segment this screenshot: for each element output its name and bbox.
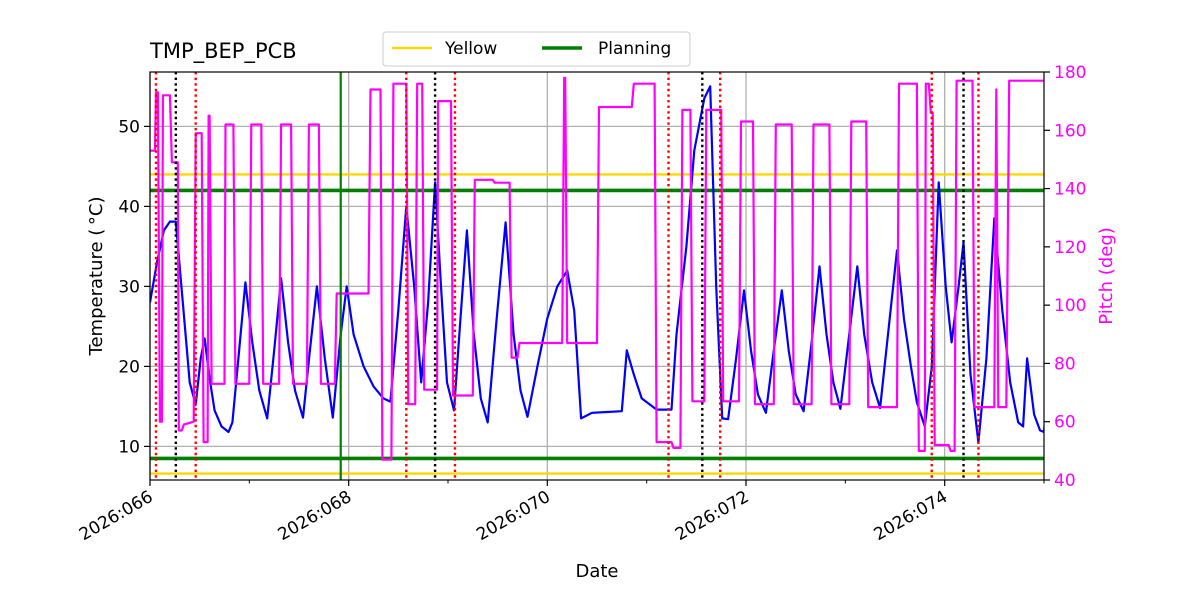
y-axis-right: 40 60 80 100 120 140 160 180 — [1044, 63, 1086, 491]
y2-tick-label-2: 80 — [1054, 354, 1076, 374]
y-tick-label-2: 30 — [118, 277, 140, 297]
y2-axis-title: Pitch (deg) — [1096, 227, 1117, 325]
y-tick-label-1: 20 — [118, 357, 140, 377]
y2-tick-label-1: 60 — [1054, 413, 1076, 433]
y-axis-left: 10 20 30 40 50 — [118, 117, 150, 457]
y2-tick-label-7: 180 — [1054, 63, 1086, 83]
chart-title: TMP_BEP_PCB — [149, 39, 297, 64]
series — [150, 76, 1044, 461]
x-axis-title: Date — [575, 561, 618, 582]
y-tick-label-4: 50 — [118, 117, 140, 137]
y2-tick-label-0: 40 — [1054, 471, 1076, 491]
y2-tick-label-4: 120 — [1054, 238, 1086, 258]
y-tick-label-3: 40 — [118, 197, 140, 217]
plot-frame — [149, 71, 1045, 481]
y-axis-title: Temperature ( °C) — [86, 197, 107, 357]
event-markers — [154, 72, 980, 480]
y-tick-label-0: 10 — [118, 437, 140, 457]
y2-tick-label-5: 140 — [1054, 180, 1086, 200]
legend-label-planning: Planning — [598, 39, 671, 59]
y2-tick-label-3: 100 — [1054, 296, 1086, 316]
legend: Yellow Planning — [382, 31, 691, 67]
y2-tick-label-6: 160 — [1054, 121, 1086, 141]
limit-lines — [150, 173, 1044, 475]
legend-frame — [382, 31, 691, 67]
series-line-pitch — [150, 76, 1044, 461]
legend-label-yellow: Yellow — [444, 39, 497, 59]
